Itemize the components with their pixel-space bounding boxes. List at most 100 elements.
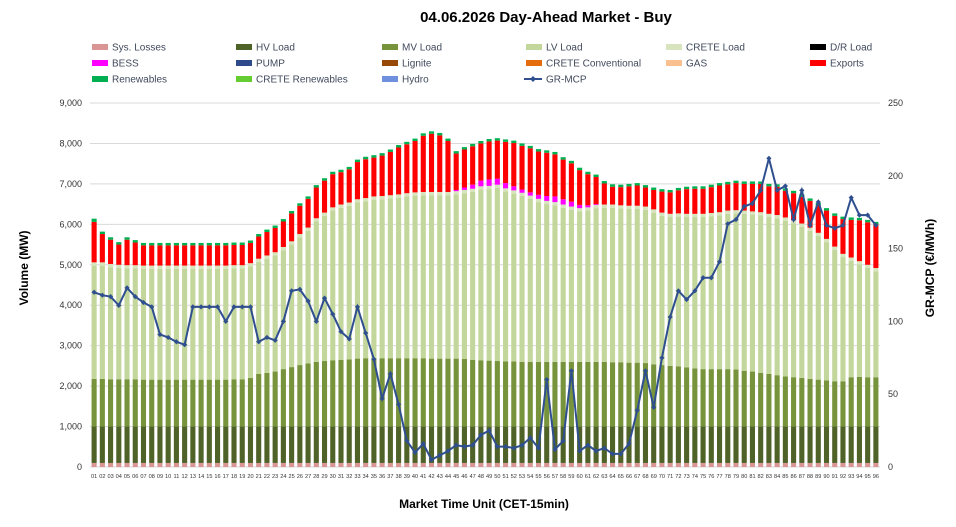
bar-segment <box>535 198 542 203</box>
gr-mcp-point <box>544 377 550 383</box>
x-tick-label: 43 <box>437 474 443 480</box>
bar-segment <box>272 371 278 427</box>
bar-segment <box>873 268 879 272</box>
bar-segment <box>568 206 574 210</box>
bar-segment <box>346 166 352 170</box>
bar-segment <box>157 245 163 266</box>
gr-mcp-point <box>692 288 698 294</box>
bar-segment <box>330 210 336 361</box>
bar-segment <box>428 462 435 467</box>
bar-segment <box>791 190 797 194</box>
gr-mcp-point <box>198 304 204 310</box>
gr-mcp-point <box>856 212 863 218</box>
bar-segment <box>692 426 698 463</box>
gr-mcp-point <box>280 318 286 324</box>
bar-segment <box>799 378 805 427</box>
bar-segment <box>774 426 780 463</box>
bar-segment <box>428 133 435 192</box>
bar-segment <box>675 187 681 191</box>
bar-segment <box>840 462 846 467</box>
bar-segment <box>568 426 574 463</box>
x-tick-label: 45 <box>453 474 459 480</box>
bar-segment <box>626 362 632 427</box>
gr-mcp-point <box>387 371 393 377</box>
bar-segment <box>330 171 336 175</box>
bar-segment <box>519 361 525 427</box>
bar-segment <box>354 358 360 427</box>
bar-segment <box>610 426 616 463</box>
bar-segment <box>99 462 105 467</box>
bar-segment <box>223 245 229 266</box>
bar-segment <box>305 426 311 463</box>
gr-mcp-point <box>264 334 270 341</box>
bar-segment <box>445 141 451 192</box>
bar-segment <box>749 426 755 463</box>
legend-label: Lignite <box>402 59 432 70</box>
bar-segment <box>494 178 500 185</box>
bar-segment <box>239 244 245 266</box>
bar-segment <box>527 426 533 463</box>
x-tick-label: 28 <box>313 474 319 480</box>
bar-segment <box>428 426 435 463</box>
bar-segment <box>774 462 780 467</box>
bar-segment <box>289 210 295 214</box>
bar-segment <box>478 180 484 187</box>
x-tick-label: 76 <box>708 474 714 480</box>
bar-segment <box>758 215 764 373</box>
bar-segment <box>206 426 212 463</box>
bar-segment <box>379 196 385 200</box>
bar-segment <box>165 379 171 427</box>
bar-segment <box>766 217 772 374</box>
bar-segment <box>91 262 97 266</box>
bar-segment <box>618 187 624 206</box>
bar-segment <box>264 258 270 373</box>
bar-segment <box>494 187 500 362</box>
bar-segment <box>823 462 830 467</box>
bar-segment <box>149 426 155 463</box>
x-tick-label: 24 <box>280 474 286 480</box>
bar-segment <box>544 200 550 205</box>
bar-segment <box>642 187 649 207</box>
gr-mcp-point <box>675 288 681 294</box>
bar-segment <box>321 462 328 467</box>
bar-segment <box>675 190 681 214</box>
bar-segment <box>280 369 286 427</box>
gr-mcp-point <box>618 451 624 457</box>
bar-segment <box>330 462 336 467</box>
bar-segment <box>206 265 212 269</box>
bar-segment <box>782 217 788 221</box>
bar-segment <box>313 221 319 362</box>
bar-segment <box>264 232 270 256</box>
bar-segment <box>363 156 369 160</box>
bar-segment <box>173 379 179 427</box>
bar-segment <box>387 426 393 463</box>
bar-segment <box>132 240 138 243</box>
bar-segment <box>799 462 805 467</box>
x-tick-label: 12 <box>182 474 188 480</box>
bar-segment <box>140 265 147 269</box>
bar-segment <box>371 358 377 427</box>
gr-mcp-point <box>873 222 879 228</box>
bar-segment <box>585 210 591 362</box>
x-tick-label: 91 <box>832 474 838 480</box>
bar-segment <box>190 245 196 266</box>
bar-segment <box>535 361 542 427</box>
bar-segment <box>733 210 739 214</box>
bar-segment <box>206 268 212 380</box>
bar-segment <box>149 379 155 427</box>
bar-segment <box>832 213 838 216</box>
bar-segment <box>173 245 179 266</box>
x-tick-label: 86 <box>790 474 796 480</box>
bar-segment <box>503 141 509 184</box>
bar-segment <box>396 145 402 148</box>
gr-mcp-point <box>741 203 747 209</box>
bar-segment <box>519 196 525 362</box>
bar-segment <box>108 426 114 463</box>
bar-segment <box>363 201 369 359</box>
bar-segment <box>774 218 780 376</box>
bar-segment <box>215 245 221 266</box>
gr-mcp-point <box>585 442 591 448</box>
legend-label: CRETE Conventional <box>546 59 641 70</box>
gr-mcp-point <box>338 328 344 335</box>
bar-segment <box>239 426 245 463</box>
